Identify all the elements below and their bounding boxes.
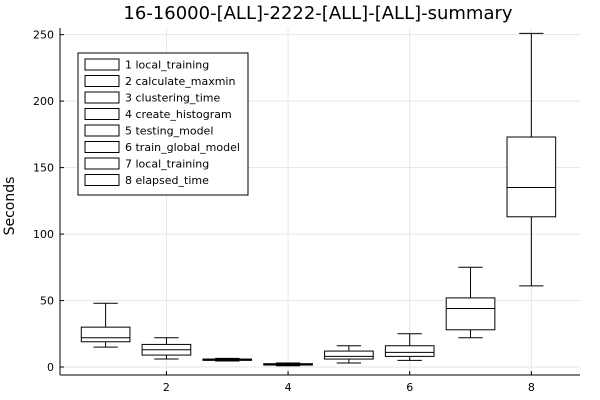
y-axis-label: Seconds xyxy=(2,177,18,236)
y-tick-label: 50 xyxy=(40,295,54,308)
box-series-4 xyxy=(263,362,313,367)
iqr-box xyxy=(445,297,496,331)
y-tick-label: 0 xyxy=(47,361,54,374)
box-series-8 xyxy=(506,32,557,287)
axes: 2 4 6 8 0 50 100 150 200 250 xyxy=(33,28,580,394)
legend-swatch xyxy=(84,91,120,104)
box-series-3 xyxy=(202,357,253,362)
legend-label: 1 local_training xyxy=(125,59,209,72)
legend-item-7: 7 local_training xyxy=(84,157,209,171)
legend-swatch xyxy=(84,75,120,87)
y-tick-label: 100 xyxy=(33,228,54,241)
box-series-2 xyxy=(141,337,192,360)
iqr-box xyxy=(80,326,131,343)
x-tick-label: 8 xyxy=(528,381,535,394)
legend-swatch xyxy=(84,108,120,120)
y-tick-label: 150 xyxy=(33,162,54,175)
x-tick-label: 2 xyxy=(163,381,170,394)
legend-swatch xyxy=(84,174,120,186)
legend-label: 6 train_global_model xyxy=(125,141,240,154)
y-tick-label: 250 xyxy=(33,29,54,42)
legend-item-6: 6 train_global_model xyxy=(84,141,240,154)
legend-item-4: 4 create_histogram xyxy=(84,108,232,121)
legend-item-5: 5 testing_model xyxy=(84,124,213,138)
x-tick-label: 6 xyxy=(406,381,413,394)
legend-item-1: 1 local_training xyxy=(84,58,209,72)
grid xyxy=(60,28,580,375)
box-series-7 xyxy=(445,266,496,339)
legend-item-8: 8 elapsed_time xyxy=(84,174,209,187)
box-series-5 xyxy=(324,345,374,364)
box-series-6 xyxy=(384,333,435,361)
legend-swatch xyxy=(84,124,120,137)
chart-title: 16-16000-[ALL]-2222-[ALL]-[ALL]-summary xyxy=(123,3,512,24)
iqr-box xyxy=(384,345,435,357)
legend-label: 4 create_histogram xyxy=(125,108,232,121)
y-tick-label: 200 xyxy=(33,95,54,108)
box-series-1 xyxy=(80,302,131,348)
legend-item-2: 2 calculate_maxmin xyxy=(84,75,235,88)
legend-label: 8 elapsed_time xyxy=(125,174,209,187)
x-tick-label: 4 xyxy=(285,381,292,394)
legend-label: 2 calculate_maxmin xyxy=(125,75,235,88)
legend-swatch xyxy=(84,141,120,153)
boxplots xyxy=(80,32,557,367)
legend-label: 5 testing_model xyxy=(125,125,213,138)
iqr-box xyxy=(506,136,557,218)
legend-swatch xyxy=(84,58,120,71)
legend: 1 local_training 2 calculate_maxmin 3 clus… xyxy=(77,52,249,196)
legend-label: 3 clustering_time xyxy=(125,92,220,105)
legend-label: 7 local_training xyxy=(125,158,209,171)
legend-swatch xyxy=(84,157,120,170)
legend-item-3: 3 clustering_time xyxy=(84,91,220,105)
iqr-box xyxy=(324,350,374,360)
